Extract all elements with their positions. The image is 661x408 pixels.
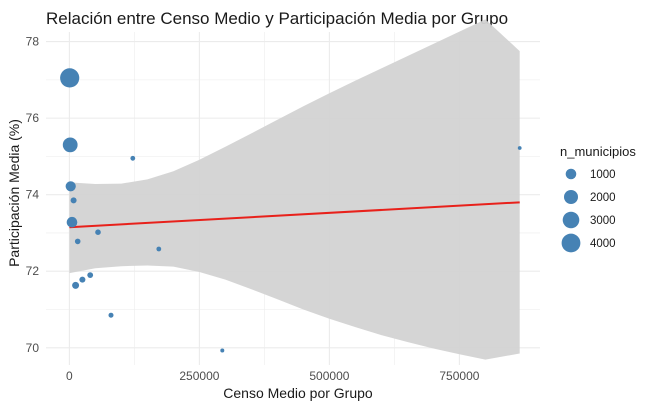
y-tick-label: 72 bbox=[26, 264, 40, 278]
legend-key-circle bbox=[564, 190, 578, 204]
data-point bbox=[79, 276, 86, 283]
x-tick-label: 500000 bbox=[309, 369, 349, 383]
data-point bbox=[70, 197, 77, 204]
data-point bbox=[220, 348, 225, 353]
data-point bbox=[66, 216, 78, 228]
legend-key-label: 3000 bbox=[590, 215, 616, 227]
confidence-band bbox=[69, 19, 520, 360]
regression-line-layer bbox=[69, 201, 520, 229]
x-tick-label: 250000 bbox=[179, 369, 219, 383]
regression-line bbox=[69, 201, 520, 229]
chart-title: Relación entre Censo Medio y Participaci… bbox=[46, 9, 508, 28]
x-axis-ticks: 0 250000 500000 750000 bbox=[66, 369, 480, 383]
legend-key-label: 2000 bbox=[590, 192, 616, 204]
y-tick-label: 74 bbox=[26, 188, 40, 202]
legend-key-label: 4000 bbox=[590, 238, 616, 250]
data-point bbox=[65, 181, 76, 192]
y-tick-label: 76 bbox=[26, 111, 40, 125]
data-points bbox=[60, 68, 522, 353]
data-point bbox=[62, 137, 78, 153]
legend-key-circle bbox=[565, 168, 577, 180]
confidence-band-layer bbox=[69, 19, 520, 360]
legend-title: n_municipios bbox=[560, 144, 636, 159]
size-legend: n_municipios 1000 2000 3000 4000 bbox=[560, 144, 636, 253]
data-point bbox=[108, 312, 114, 318]
x-tick-label: 0 bbox=[66, 369, 73, 383]
y-tick-label: 70 bbox=[26, 341, 40, 355]
data-point bbox=[72, 281, 80, 289]
y-axis-title: Participación Media (%) bbox=[6, 119, 22, 267]
y-axis-ticks: 70 72 74 76 78 bbox=[26, 35, 40, 355]
data-point bbox=[517, 146, 522, 150]
data-point bbox=[87, 272, 94, 278]
data-point bbox=[95, 229, 101, 235]
data-point bbox=[156, 246, 162, 252]
x-axis-title: Censo Medio por Grupo bbox=[223, 385, 373, 401]
x-tick-label: 750000 bbox=[439, 369, 479, 383]
data-point bbox=[60, 68, 80, 88]
legend-key-circle bbox=[561, 233, 581, 253]
data-point bbox=[130, 155, 136, 161]
y-tick-label: 78 bbox=[26, 35, 40, 49]
plot-area bbox=[46, 19, 540, 365]
data-point bbox=[74, 238, 81, 245]
legend-key-circle bbox=[562, 211, 580, 229]
legend-key-label: 1000 bbox=[590, 169, 616, 181]
